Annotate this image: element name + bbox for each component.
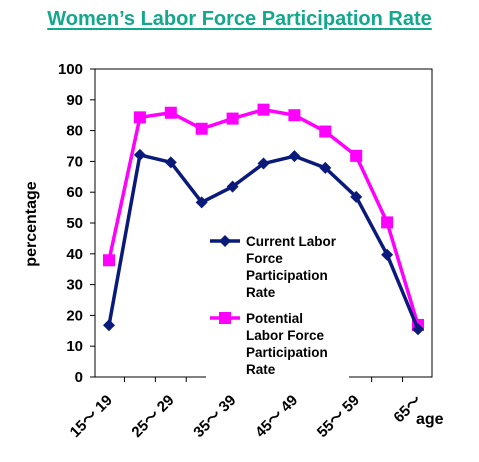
data-point-diamond <box>319 161 332 174</box>
data-point-diamond <box>288 150 301 163</box>
data-point-square <box>257 103 270 116</box>
data-point-diamond <box>195 196 208 209</box>
x-axis-ticks: 15～ 19 25～ 29 35～ 39 45～ 49 55～ 59 65～ <box>67 377 425 441</box>
chart-title: Women’s Labor Force Participation Rate <box>47 8 432 30</box>
data-point-diamond <box>350 190 363 203</box>
x-tick-label: 35～ 39 <box>190 392 239 441</box>
data-point-square <box>219 312 231 324</box>
data-point-diamond <box>164 156 177 169</box>
legend-entry-current: Current Labor Force Participation Rate <box>210 234 337 300</box>
data-point-diamond <box>133 148 146 161</box>
legend-label: Participation <box>246 268 328 283</box>
y-tick-label: 90 <box>66 92 83 109</box>
y-tick-label: 20 <box>66 307 83 324</box>
y-axis-label: percentage <box>23 181 40 266</box>
data-point-square <box>164 106 177 119</box>
x-tick-label: 55～ 59 <box>314 392 363 441</box>
y-tick-label: 100 <box>58 61 83 78</box>
legend-label: Potential <box>246 311 303 326</box>
series-current <box>103 148 424 336</box>
x-tick-label: 45～ 49 <box>252 392 301 441</box>
x-tick-label: 25～ 29 <box>128 392 177 441</box>
data-point-square <box>381 216 394 229</box>
legend-entry-potential: Potential Labor Force Participation Rate <box>210 311 328 377</box>
y-tick-label: 60 <box>66 184 83 201</box>
data-point-square <box>226 112 239 125</box>
y-axis-ticks: 0 10 20 30 40 50 60 70 80 90 100 <box>58 61 95 386</box>
legend-label: Participation <box>246 345 328 360</box>
legend-label: Rate <box>246 362 276 377</box>
data-point-diamond <box>381 248 394 261</box>
data-point-square <box>288 109 301 122</box>
y-tick-label: 10 <box>66 338 83 355</box>
y-tick-label: 30 <box>66 277 83 294</box>
y-tick-label: 40 <box>66 246 83 263</box>
legend-label: Force <box>246 251 283 266</box>
data-point-diamond <box>219 235 231 247</box>
data-point-square <box>350 149 363 162</box>
y-tick-label: 50 <box>66 215 83 232</box>
y-tick-label: 80 <box>66 123 83 140</box>
data-point-square <box>319 125 332 138</box>
data-point-square <box>133 111 146 124</box>
series-group <box>103 103 424 336</box>
legend-label: Current Labor <box>246 234 337 249</box>
x-axis-label: age <box>416 411 444 428</box>
data-point-square <box>195 122 208 135</box>
legend-label: Labor Force <box>246 328 325 343</box>
legend-box <box>206 227 349 384</box>
legend: Current LaborForceParticipationRatePoten… <box>206 227 349 384</box>
y-tick-label: 70 <box>66 153 83 170</box>
data-point-diamond <box>412 323 424 336</box>
data-point-diamond <box>257 157 270 170</box>
legend-label: Rate <box>246 285 276 300</box>
data-point-diamond <box>103 319 115 332</box>
y-tick-label: 0 <box>75 369 83 386</box>
x-tick-label: 15～ 19 <box>67 392 116 441</box>
data-point-square <box>103 254 115 267</box>
data-point-diamond <box>226 180 239 193</box>
